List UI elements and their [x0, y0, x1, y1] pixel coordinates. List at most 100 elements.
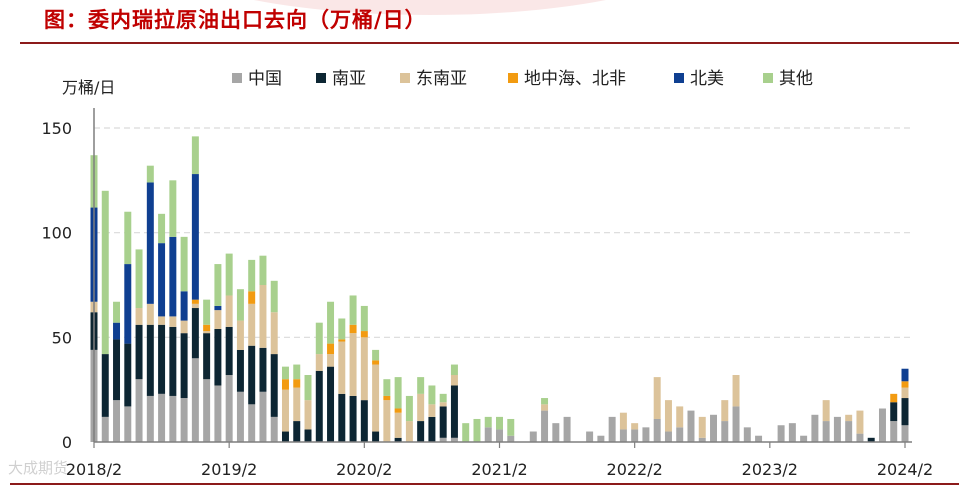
bar-segment: [405, 395, 413, 422]
bar-segment: [890, 393, 898, 403]
legend-swatch: [316, 73, 326, 83]
bar-segment: [439, 406, 447, 438]
bar-segment: [721, 421, 729, 442]
bar-segment: [698, 437, 706, 442]
bar-segment: [664, 431, 672, 442]
bar-segment: [101, 354, 109, 417]
y-tick-label: 50: [52, 328, 72, 347]
bar-segment: [293, 387, 301, 422]
bar-segment: [383, 400, 391, 442]
legend-label: 南亚: [332, 69, 366, 89]
bar-segment: [372, 349, 380, 361]
bar-segment: [158, 316, 166, 325]
bar-segment: [327, 301, 335, 344]
bar-segment: [236, 320, 244, 350]
bar-segment: [394, 408, 402, 413]
bar-segment: [777, 425, 785, 442]
bar-segment: [315, 322, 323, 355]
bar-segment: [236, 391, 244, 442]
bar-segment: [315, 354, 323, 371]
bar-segment: [248, 303, 256, 346]
bar-segment: [113, 339, 121, 401]
bar-segment: [867, 437, 875, 442]
legend-swatch: [674, 73, 684, 83]
bar-segment: [450, 364, 458, 376]
legend-label: 中国: [248, 69, 282, 89]
bar-segment: [248, 404, 256, 442]
bar-segment: [349, 324, 357, 334]
watermark-text: 大成期货: [8, 459, 69, 477]
bar-segment: [270, 354, 278, 417]
bar-segment: [372, 360, 380, 365]
bar-segment: [383, 395, 391, 401]
bar-segment: [191, 136, 199, 175]
bar-segment: [248, 345, 256, 405]
bar-segment: [462, 423, 470, 442]
bar-segment: [214, 310, 222, 329]
legend-label: 其他: [779, 69, 813, 89]
bar-segment: [417, 377, 425, 394]
bar-segment: [732, 406, 740, 442]
legend-swatch: [508, 73, 518, 83]
bar-segment: [225, 375, 233, 442]
bar-segment: [214, 264, 222, 306]
bar-segment: [169, 395, 177, 442]
bar-segment: [259, 347, 267, 392]
bar-segment: [360, 305, 368, 332]
bar-segment: [349, 333, 357, 396]
bar-segment: [135, 379, 143, 442]
bar-segment: [259, 391, 267, 442]
chart-title: 图：委内瑞拉原油出口去向（万桶/日）: [44, 7, 427, 32]
bar-segment: [135, 249, 143, 309]
bar-segment: [743, 427, 751, 442]
bar-segment: [450, 375, 458, 386]
bar-segment: [608, 416, 616, 442]
bar-segment: [552, 423, 560, 442]
bar-segment: [270, 280, 278, 313]
legend-label: 北美: [690, 69, 724, 89]
bar-segment: [372, 364, 380, 432]
bar-segment: [507, 418, 515, 436]
bar-segment: [315, 370, 323, 442]
bar-segment: [101, 190, 109, 355]
bar-segment: [304, 429, 312, 442]
bar-segment: [214, 328, 222, 386]
bar-segment: [304, 375, 312, 401]
bar-segment: [653, 377, 661, 419]
bar-segment: [338, 339, 346, 342]
bar-segment: [721, 400, 729, 422]
bar-segment: [732, 375, 740, 407]
bar-segment: [203, 324, 211, 332]
bar-segment: [214, 305, 222, 311]
bar-segment: [135, 324, 143, 380]
bar-segment: [214, 385, 222, 442]
bar-segment: [281, 379, 289, 390]
bar-segment: [901, 381, 909, 388]
title-divider: [20, 42, 959, 44]
bar-segment: [146, 165, 154, 183]
bar-segment: [180, 291, 188, 321]
bar-segment: [169, 316, 177, 327]
bar-segment: [146, 303, 154, 325]
bar-segment: [327, 366, 335, 442]
bar-segment: [541, 404, 549, 411]
bar-segment: [529, 431, 537, 442]
bar-segment: [755, 435, 763, 442]
bar-segment: [191, 308, 199, 359]
bar-segment: [338, 318, 346, 340]
legend-label: 东南亚: [416, 69, 467, 89]
bar-segment: [417, 421, 425, 442]
bar-segment: [281, 431, 289, 442]
bar-segment: [856, 410, 864, 434]
x-tick-label: 2019/2: [201, 460, 257, 479]
bar-segment: [338, 341, 346, 394]
bar-segment: [901, 368, 909, 382]
bar-segment: [191, 358, 199, 442]
bar-segment: [698, 416, 706, 438]
bar-segment: [191, 303, 199, 309]
bar-segment: [146, 182, 154, 304]
legend-label: 地中海、北非: [524, 69, 626, 89]
legend-swatch: [400, 73, 410, 83]
bar-segment: [394, 412, 402, 438]
bar-segment: [259, 255, 267, 285]
